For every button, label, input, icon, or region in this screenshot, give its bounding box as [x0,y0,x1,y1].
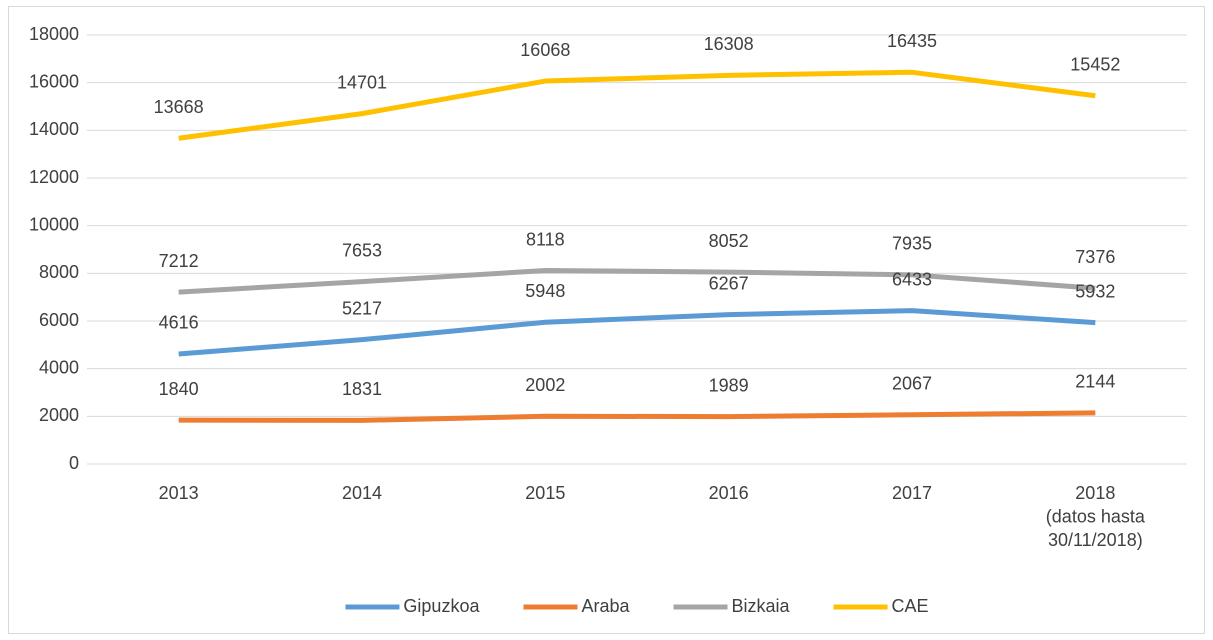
data-label: 5948 [525,281,565,301]
y-tick-label: 18000 [29,24,79,44]
x-tick-label: 2014 [342,483,382,503]
y-tick-label: 2000 [39,405,79,425]
y-tick-label: 10000 [29,214,79,234]
series-line [178,410,1096,423]
legend-label: CAE [892,596,929,616]
y-tick-label: 4000 [39,357,79,377]
data-label: 16068 [520,40,570,60]
data-label: 16435 [887,31,937,51]
data-label: 1989 [709,375,749,395]
data-label: 6267 [709,273,749,293]
data-label: 1831 [342,379,382,399]
data-label: 5217 [342,298,382,318]
data-label: 2002 [525,375,565,395]
data-label: 16308 [704,34,754,54]
data-label: 8052 [709,231,749,251]
data-label: 7212 [159,251,199,271]
legend-label: Bizkaia [732,596,791,616]
x-tick-label: 2017 [892,483,932,503]
x-tick-label: 2015 [525,483,565,503]
data-label: 2144 [1075,372,1115,392]
y-tick-label: 0 [69,453,79,473]
x-tick-label: 2016 [709,483,749,503]
data-label: 1840 [159,379,199,399]
x-tick-label: 2018 (datos hasta 30/11/2018) [1046,483,1146,550]
y-tick-label: 6000 [39,310,79,330]
series-line [178,268,1096,295]
data-label: 14701 [337,72,387,92]
data-label: 2067 [892,373,932,393]
legend-label: Gipuzkoa [403,596,480,616]
y-tick-label: 16000 [29,71,79,91]
data-label: 7376 [1075,247,1115,267]
data-label: 13668 [154,97,204,117]
y-tick-label: 12000 [29,167,79,187]
data-label: 4616 [159,313,199,333]
y-tick-label: 8000 [39,262,79,282]
data-label: 6433 [892,269,932,289]
data-label: 7653 [342,240,382,260]
series-line [178,69,1096,141]
series-line [178,308,1096,357]
data-label: 7935 [892,234,932,254]
legend-label: Araba [581,596,630,616]
data-label: 8118 [526,229,565,249]
data-label: 5932 [1075,281,1115,301]
y-tick-label: 14000 [29,119,79,139]
data-label: 15452 [1070,54,1120,74]
x-tick-label: 2013 [159,483,199,503]
